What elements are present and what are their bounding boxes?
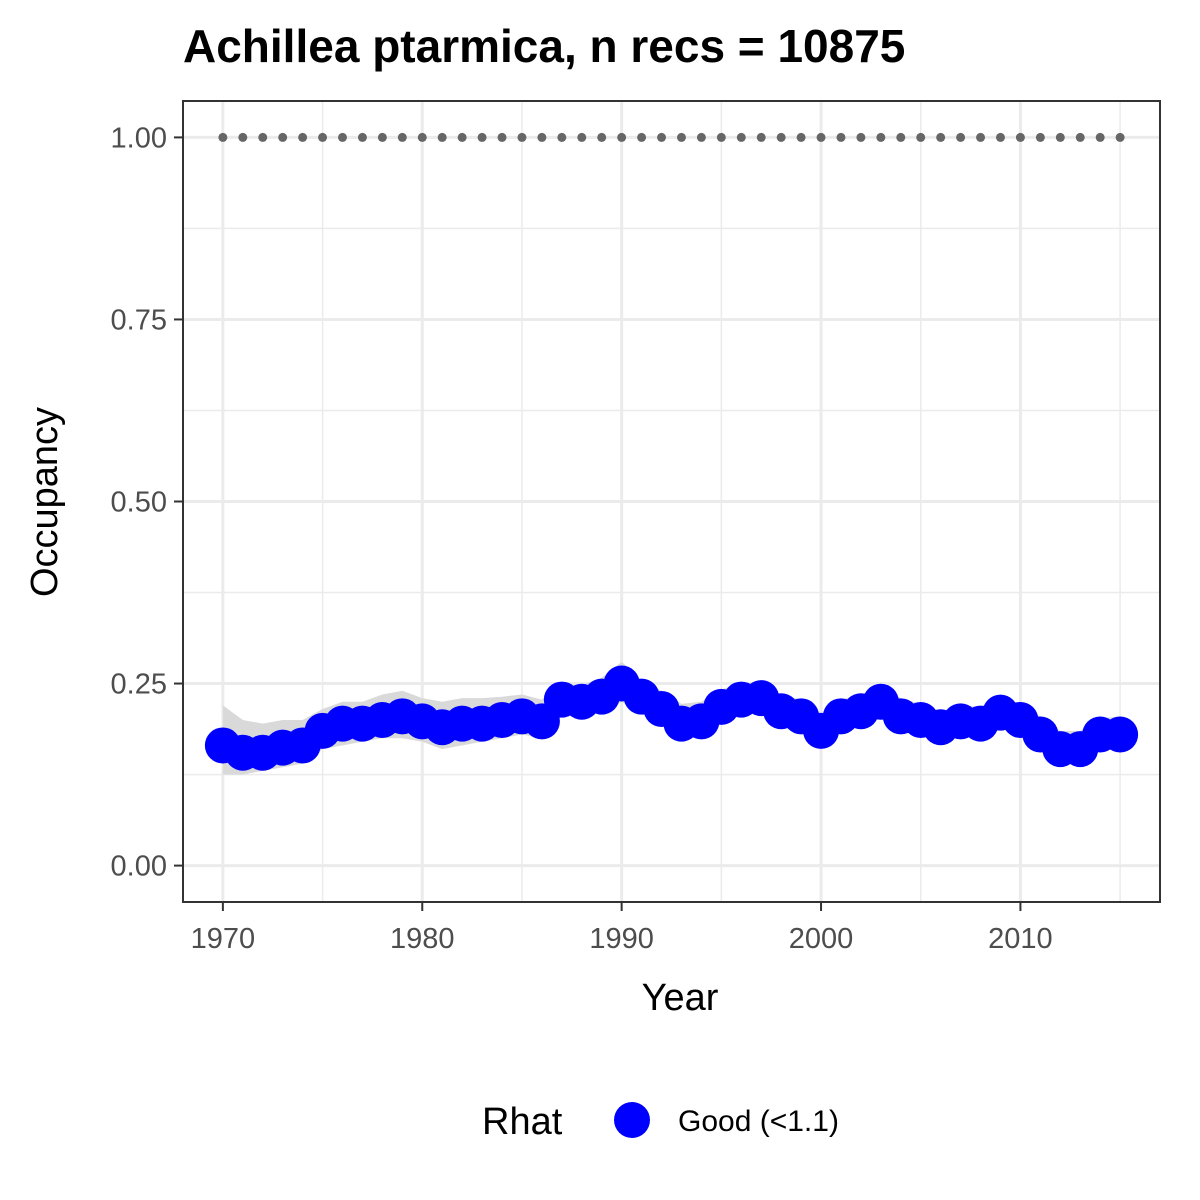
x-tick-label: 1970 bbox=[191, 923, 256, 955]
reference-dot bbox=[218, 132, 228, 142]
reference-dot bbox=[1035, 132, 1045, 142]
legend-title: Rhat bbox=[482, 1101, 563, 1143]
reference-dot bbox=[756, 132, 766, 142]
reference-dot bbox=[258, 132, 268, 142]
reference-dot bbox=[976, 132, 986, 142]
x-tick-label: 2010 bbox=[988, 923, 1053, 955]
y-tick-label: 0.25 bbox=[111, 669, 167, 701]
legend: Rhat Good (<1.1) bbox=[482, 1101, 839, 1143]
reference-dot bbox=[796, 132, 806, 142]
reference-dot bbox=[916, 132, 926, 142]
reference-dots bbox=[218, 132, 1125, 142]
y-axis-title: Occupancy bbox=[24, 407, 66, 597]
reference-dot bbox=[577, 132, 587, 142]
x-tick-label: 1990 bbox=[589, 923, 654, 955]
reference-dot bbox=[995, 132, 1005, 142]
reference-dot bbox=[736, 132, 746, 142]
reference-dot bbox=[657, 132, 667, 142]
reference-dot bbox=[437, 132, 447, 142]
reference-dot bbox=[278, 132, 288, 142]
reference-dot bbox=[936, 132, 946, 142]
reference-dot bbox=[716, 132, 726, 142]
reference-dot bbox=[597, 132, 607, 142]
occupancy-points bbox=[204, 665, 1139, 771]
reference-dot bbox=[816, 132, 826, 142]
y-axis: 0.00 0.25 0.50 0.75 1.00 bbox=[111, 122, 183, 883]
reference-dot bbox=[377, 132, 387, 142]
reference-dot bbox=[477, 132, 487, 142]
reference-dot bbox=[676, 132, 686, 142]
reference-dot bbox=[338, 132, 348, 142]
legend-label-good: Good (<1.1) bbox=[678, 1105, 839, 1138]
reference-dot bbox=[776, 132, 786, 142]
x-tick-label: 2000 bbox=[789, 923, 854, 955]
x-axis: 1970 1980 1990 2000 2010 bbox=[191, 902, 1053, 955]
reference-dot bbox=[637, 132, 647, 142]
reference-dot bbox=[457, 132, 467, 142]
reference-dot bbox=[238, 132, 248, 142]
reference-dot bbox=[896, 132, 906, 142]
reference-dot bbox=[696, 132, 706, 142]
x-tick-label: 1980 bbox=[390, 923, 455, 955]
legend-key-good bbox=[614, 1102, 650, 1138]
y-tick-label: 0.00 bbox=[111, 851, 167, 883]
reference-dot bbox=[298, 132, 308, 142]
chart-title: Achillea ptarmica, n recs = 10875 bbox=[183, 20, 905, 72]
reference-dot bbox=[397, 132, 407, 142]
reference-dot bbox=[836, 132, 846, 142]
reference-dot bbox=[537, 132, 547, 142]
reference-dot bbox=[1115, 132, 1125, 142]
reference-dot bbox=[357, 132, 367, 142]
reference-dot bbox=[417, 132, 427, 142]
reference-dot bbox=[1095, 132, 1105, 142]
occupancy-point bbox=[1102, 716, 1139, 753]
reference-dot bbox=[856, 132, 866, 142]
reference-dot bbox=[1055, 132, 1065, 142]
reference-dot bbox=[517, 132, 527, 142]
x-axis-title: Year bbox=[642, 977, 719, 1019]
y-tick-label: 1.00 bbox=[111, 122, 167, 154]
reference-dot bbox=[956, 132, 966, 142]
reference-dot bbox=[1015, 132, 1025, 142]
y-tick-label: 0.75 bbox=[111, 304, 167, 336]
reference-dot bbox=[318, 132, 328, 142]
reference-dot bbox=[617, 132, 627, 142]
reference-dot bbox=[557, 132, 567, 142]
y-tick-label: 0.50 bbox=[111, 487, 167, 519]
reference-dot bbox=[497, 132, 507, 142]
reference-dot bbox=[1075, 132, 1085, 142]
reference-dot bbox=[876, 132, 886, 142]
